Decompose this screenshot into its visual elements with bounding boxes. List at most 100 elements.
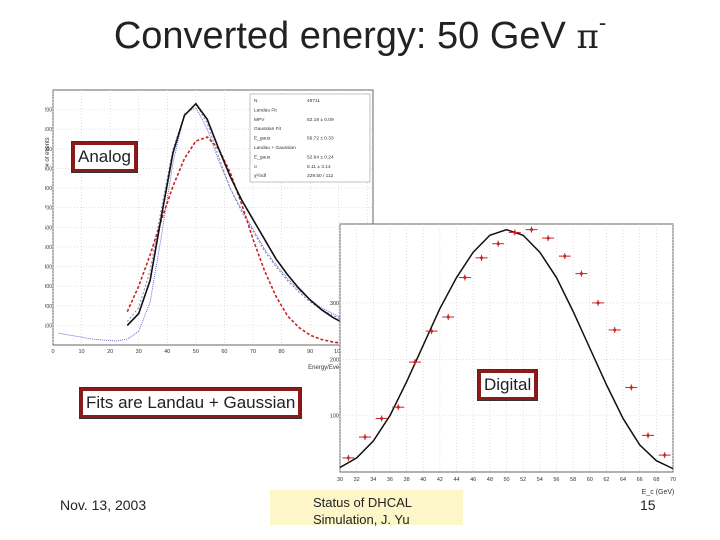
- analog-stats-label: N: [254, 98, 258, 104]
- analog-y-tick-label: 700: [45, 206, 52, 212]
- digital-x-tick-label: 36: [387, 477, 393, 483]
- digital-point-marker: [513, 230, 517, 234]
- digital-y-tick-label: 300: [330, 301, 339, 307]
- digital-point-marker: [546, 236, 550, 240]
- digital-data-point: [625, 384, 638, 391]
- analog-chart: 0102030405060708090100110100200300400500…: [45, 89, 374, 371]
- footer-date: Nov. 13, 2003: [60, 497, 147, 513]
- digital-x-tick-label: 60: [587, 477, 593, 483]
- analog-x-tick-label: 50: [193, 349, 199, 355]
- digital-point-marker: [496, 242, 500, 246]
- digital-point-marker: [446, 315, 450, 319]
- analog-x-tick-label: 40: [164, 349, 170, 355]
- analog-y-tick-label: 500: [45, 245, 52, 251]
- digital-data-point: [575, 270, 588, 277]
- analog-x-tick-label: 0: [51, 349, 54, 355]
- digital-data-point: [642, 432, 655, 439]
- analog-y-tick-label: 200: [45, 304, 52, 310]
- analog-y-tick-label: 100: [45, 323, 52, 329]
- analog-stats-value: 52.64 ± 0.24: [307, 154, 334, 160]
- analog-series-line-2: [126, 136, 374, 346]
- analog-y-tick-label: 1200: [45, 108, 52, 114]
- digital-data-point: [408, 359, 421, 366]
- digital-point-marker: [613, 328, 617, 332]
- analog-y-tick-label: 1100: [45, 127, 52, 133]
- digital-y-tick-label: 100: [330, 414, 339, 420]
- analog-x-tick-label: 30: [136, 349, 142, 355]
- analog-stats-label: E_gaus: [254, 136, 271, 142]
- digital-x-tick-label: 62: [603, 477, 609, 483]
- analog-stats-label: σ: [254, 165, 257, 170]
- title-pi-symbol: π: [576, 17, 599, 57]
- digital-data-point: [658, 452, 671, 459]
- analog-x-tick-label: 80: [279, 349, 285, 355]
- digital-x-tick-label: 50: [503, 477, 509, 483]
- digital-x-tick-label: 48: [487, 477, 493, 483]
- digital-x-tick-label: 70: [670, 477, 676, 483]
- analog-stats-value: 56.72 ± 0.33: [307, 136, 334, 142]
- analog-x-tick-label: 70: [250, 349, 256, 355]
- digital-x-tick-label: 56: [553, 477, 559, 483]
- digital-data-point: [375, 415, 388, 422]
- digital-data-point: [508, 229, 521, 236]
- footer-page: 15: [640, 497, 656, 513]
- analog-stats-label: Gaussian Fit: [254, 126, 282, 132]
- digital-x-tick-label: 64: [620, 477, 626, 483]
- analog-ylabel: # of events: [45, 137, 51, 166]
- digital-fit-line: [339, 228, 674, 470]
- analog-y-tick-label: 1000: [45, 147, 52, 153]
- fits-label: Fits are Landau + Gaussian: [78, 387, 303, 419]
- digital-data-point: [358, 434, 371, 441]
- digital-data-point: [592, 299, 605, 306]
- digital-point-marker: [596, 301, 600, 305]
- digital-point-marker: [413, 360, 417, 364]
- digital-x-tick-label: 58: [570, 477, 576, 483]
- analog-stats-label: Landau + Gaussian: [254, 145, 296, 151]
- digital-x-tick-label: 30: [337, 477, 343, 483]
- analog-x-tick-label: 10: [79, 349, 85, 355]
- digital-point-marker: [563, 254, 567, 258]
- digital-point-marker: [346, 456, 350, 460]
- digital-point-marker: [480, 256, 484, 260]
- analog-x-tick-label: 100: [334, 349, 343, 355]
- analog-stats-value: 8.11 ± 3.14: [307, 164, 331, 170]
- digital-point-marker: [529, 228, 533, 232]
- digital-point-marker: [579, 272, 583, 276]
- digital-data-point: [442, 314, 455, 320]
- digital-data-point: [558, 253, 571, 260]
- digital-data-point: [342, 454, 355, 461]
- digital-x-tick-label: 44: [453, 477, 459, 483]
- analog-y-tick-label: 400: [45, 265, 52, 271]
- footer-center-line2: Simulation, J. Yu: [313, 512, 410, 527]
- digital-x-tick-label: 54: [537, 477, 543, 483]
- digital-label: Digital: [476, 369, 539, 401]
- analog-series-line-1: [126, 102, 374, 330]
- digital-data-point: [475, 254, 488, 261]
- analog-stats-value: 229.50 / 112: [307, 173, 334, 179]
- digital-x-tick-label: 40: [420, 477, 426, 483]
- analog-y-tick-label: 300: [45, 284, 52, 290]
- title-superscript: -: [598, 10, 607, 35]
- digital-xlabel: E_c (GeV): [642, 489, 675, 496]
- digital-x-tick-label: 42: [437, 477, 443, 483]
- analog-stats-label: Landau Fit: [254, 107, 277, 113]
- title-text: Converted energy: 50 GeV: [113, 15, 577, 57]
- digital-data-point: [542, 235, 555, 242]
- digital-data-point: [608, 326, 621, 333]
- analog-label: Analog: [71, 141, 138, 173]
- digital-x-tick-label: 52: [520, 477, 526, 483]
- digital-point-marker: [396, 405, 400, 409]
- digital-x-tick-label: 66: [637, 477, 643, 483]
- digital-data-point: [392, 404, 405, 411]
- digital-data-point: [525, 226, 538, 233]
- analog-y-tick-label: 600: [45, 225, 52, 231]
- analog-stats-box: [249, 93, 371, 183]
- analog-stats-value: 49711: [307, 98, 320, 104]
- analog-xlabel: Energy/Event (GeV): [308, 365, 362, 371]
- analog-y-tick-label: 800: [45, 186, 52, 192]
- digital-x-tick-label: 32: [354, 477, 360, 483]
- digital-point-marker: [463, 276, 467, 280]
- analog-series-line-3: [126, 102, 374, 335]
- analog-stats-value: 52.18 ± 0.09: [307, 117, 334, 123]
- digital-point-marker: [646, 433, 650, 437]
